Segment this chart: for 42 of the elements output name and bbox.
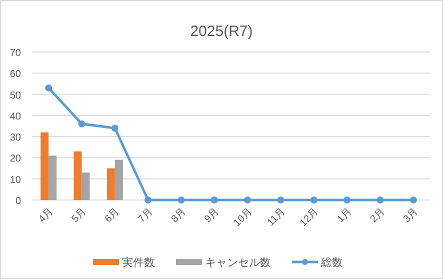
point: [144, 196, 152, 204]
bar: [40, 132, 49, 200]
bar: [106, 168, 115, 200]
point: [78, 120, 86, 128]
x-tick-label: 12月: [298, 206, 321, 229]
legend-label: 総数: [320, 257, 343, 269]
x-tick-label: 4月: [36, 206, 56, 225]
point: [178, 196, 185, 204]
x-tick-label: 3月: [402, 206, 420, 225]
x-tick-label: 5月: [70, 206, 89, 225]
point: [111, 124, 118, 132]
point: [410, 196, 417, 204]
x-tick-label: 2月: [368, 206, 388, 225]
point: [376, 196, 384, 204]
bar: [114, 160, 123, 200]
y-tick-label: 10: [10, 174, 22, 186]
point: [244, 196, 252, 204]
bar: [48, 156, 57, 200]
point: [277, 196, 284, 204]
legend-label: 実件数: [122, 256, 155, 269]
bar: [74, 151, 82, 200]
y-tick-label: 60: [10, 69, 22, 80]
bar: [82, 172, 90, 200]
x-tick-label: 1月: [335, 206, 354, 225]
point: [45, 84, 52, 92]
point: [310, 196, 318, 204]
y-tick-label: 70: [10, 48, 22, 59]
y-tick-label: 20: [10, 154, 22, 165]
x-tick-label: 7月: [136, 206, 156, 225]
x-tick-label: 9月: [202, 206, 222, 225]
y-tick-label: 40: [10, 111, 22, 122]
point: [344, 196, 351, 204]
point: [210, 196, 218, 204]
y-tick-label: 50: [10, 90, 22, 102]
y-tick-label: 0: [15, 196, 22, 207]
x-tick-label: 6月: [103, 206, 122, 225]
x-tick-label: 10月: [232, 206, 255, 229]
x-tick-label: 11月: [266, 206, 288, 228]
title: 2025(R7): [190, 23, 253, 40]
legend-label: キャンセル数: [205, 257, 271, 269]
x-tick-label: 8月: [169, 206, 188, 225]
y-tick-label: 30: [10, 132, 22, 144]
